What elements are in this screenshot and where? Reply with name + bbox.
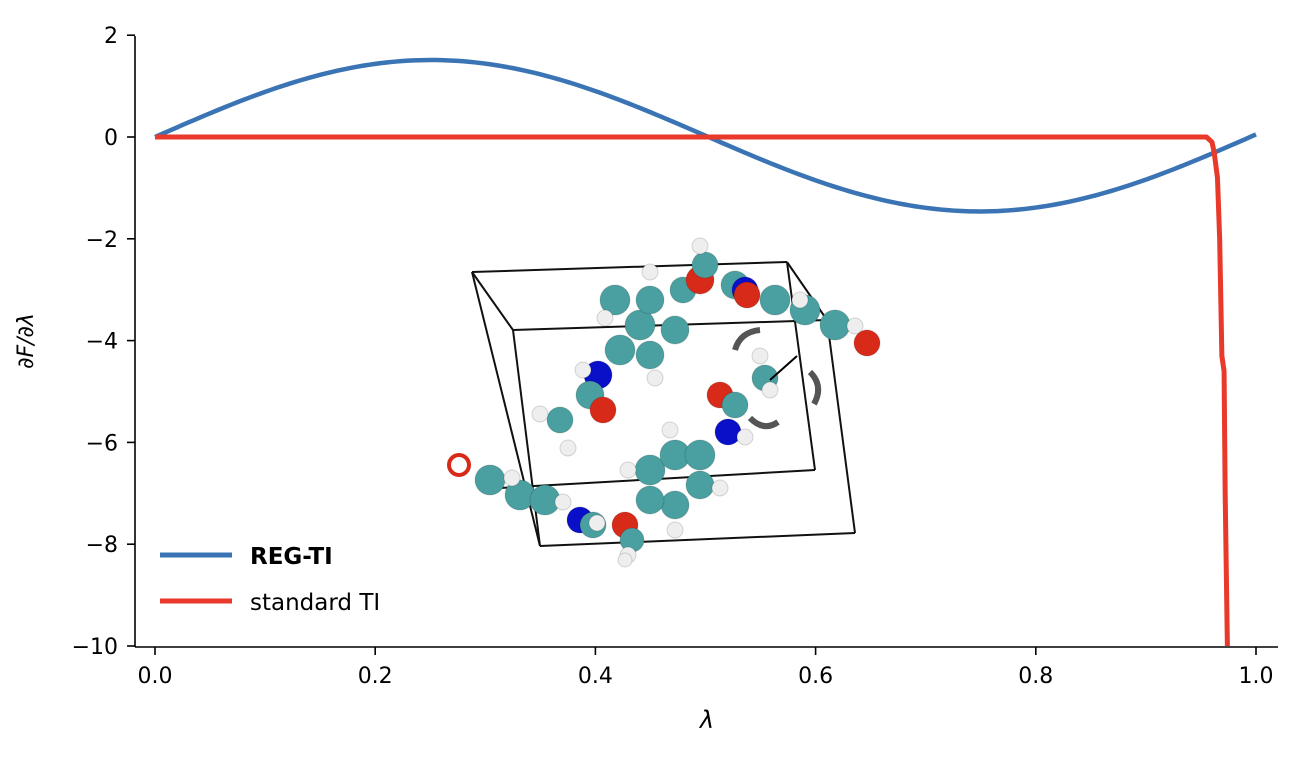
atom	[588, 514, 606, 532]
y-tick-label: 2	[104, 24, 118, 49]
atom	[661, 421, 679, 439]
atom	[711, 479, 729, 497]
atom	[751, 347, 769, 365]
atom	[596, 309, 614, 327]
y-tick-label: −4	[86, 330, 118, 355]
legend-label-standard-ti: standard TI	[250, 590, 380, 616]
atom	[733, 281, 761, 309]
atom	[604, 334, 636, 366]
atom	[721, 391, 749, 419]
atom	[684, 439, 716, 471]
rotation-arrow-icon	[732, 327, 761, 351]
atom	[635, 340, 665, 370]
x-tick-label: 0.8	[1018, 664, 1053, 689]
x-tick-label: 0.4	[578, 664, 613, 689]
series-line-standard-ti	[155, 134, 1230, 647]
x-tick-label: 0.0	[138, 664, 173, 689]
atom-highlight	[447, 453, 471, 477]
atom	[635, 485, 665, 515]
box-edge	[471, 261, 788, 273]
rotation-arrow-icon	[747, 415, 780, 430]
y-tick-label: 0	[104, 126, 118, 151]
x-tick-label: 1.0	[1239, 664, 1274, 689]
atom	[554, 493, 572, 511]
atom	[589, 396, 617, 424]
box-edge	[539, 532, 856, 547]
atom	[846, 317, 864, 335]
atom	[660, 315, 690, 345]
atom	[685, 470, 715, 500]
atom	[714, 418, 742, 446]
atom	[474, 464, 506, 496]
atom	[853, 329, 881, 357]
atom	[666, 521, 684, 539]
atom	[691, 237, 709, 255]
atom	[791, 291, 809, 309]
x-tick-label: 0.6	[798, 664, 833, 689]
atom	[574, 361, 592, 379]
atom	[641, 263, 659, 281]
y-tick-label: −6	[86, 431, 118, 456]
atom	[619, 461, 637, 479]
x-tick-label: 0.2	[358, 664, 393, 689]
atom	[624, 309, 656, 341]
x-ticks: 0.0 0.2 0.4 0.6 0.8 1.0	[138, 647, 1274, 689]
series-layer	[154, 57, 1257, 647]
box-edge	[786, 261, 816, 471]
atom	[503, 469, 521, 487]
atom	[819, 309, 851, 341]
atom	[531, 405, 549, 423]
atom	[617, 552, 633, 568]
rotation-arrow-icon	[807, 369, 822, 406]
atom	[691, 251, 719, 279]
y-tick-label: −10	[72, 635, 118, 660]
atom	[546, 406, 574, 434]
y-tick-label: −8	[86, 533, 118, 558]
box-edge	[786, 261, 828, 321]
atom	[759, 284, 791, 316]
atom	[635, 285, 665, 315]
y-tick-label: −2	[86, 228, 118, 253]
atom	[559, 439, 577, 457]
y-axis-label: ∂F/∂λ	[14, 313, 39, 369]
atom	[599, 284, 631, 316]
x-axis-label: λ	[698, 706, 714, 734]
legend: REG-TI standard TI	[160, 544, 380, 616]
y-ticks: 2 0 −2 −4 −6 −8 −10	[72, 24, 135, 660]
box-edge	[512, 329, 541, 547]
atom	[660, 490, 690, 520]
box-edge	[826, 319, 856, 534]
box-edge	[471, 271, 514, 331]
atom	[761, 381, 779, 399]
atom	[646, 369, 664, 387]
atom	[736, 428, 754, 446]
translation-arrow-icon	[769, 355, 798, 381]
molecule-inset-image	[447, 237, 881, 568]
legend-label-reg-ti: REG-TI	[250, 544, 333, 570]
